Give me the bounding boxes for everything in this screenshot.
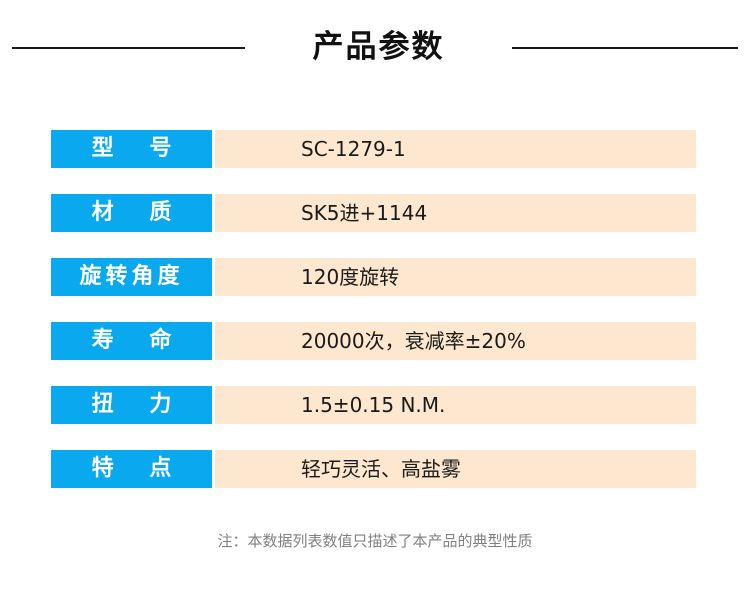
page-header: 产品参数 xyxy=(0,20,750,74)
spec-value: SK5进+1144 xyxy=(215,194,696,232)
spec-value: 20000次，衰减率±20% xyxy=(215,322,696,360)
spec-label: 寿 命 xyxy=(51,322,212,360)
footnote: 注：本数据列表数值只描述了本产品的典型性质 xyxy=(217,532,533,550)
spec-label: 旋转角度 xyxy=(51,258,212,296)
spec-row-lifespan: 寿 命 20000次，衰减率±20% xyxy=(51,322,696,360)
spec-row-features: 特 点 轻巧灵活、高盐雾 xyxy=(51,450,696,488)
header-divider-left xyxy=(12,47,245,49)
spec-label: 特 点 xyxy=(51,450,212,488)
spec-row-torque: 扭 力 1.5±0.15 N.M. xyxy=(51,386,696,424)
page-title: 产品参数 xyxy=(312,29,445,65)
header-divider-right xyxy=(512,47,738,49)
spec-value: 轻巧灵活、高盐雾 xyxy=(215,450,696,488)
spec-value: SC-1279-1 xyxy=(215,130,696,168)
spec-label: 材 质 xyxy=(51,194,212,232)
spec-table: 型 号 SC-1279-1 材 质 SK5进+1144 旋转角度 120度旋转 … xyxy=(51,130,696,514)
spec-row-model: 型 号 SC-1279-1 xyxy=(51,130,696,168)
spec-label: 型 号 xyxy=(51,130,212,168)
spec-label: 扭 力 xyxy=(51,386,212,424)
spec-row-rotation-angle: 旋转角度 120度旋转 xyxy=(51,258,696,296)
spec-value: 1.5±0.15 N.M. xyxy=(215,386,696,424)
spec-row-material: 材 质 SK5进+1144 xyxy=(51,194,696,232)
spec-value: 120度旋转 xyxy=(215,258,696,296)
